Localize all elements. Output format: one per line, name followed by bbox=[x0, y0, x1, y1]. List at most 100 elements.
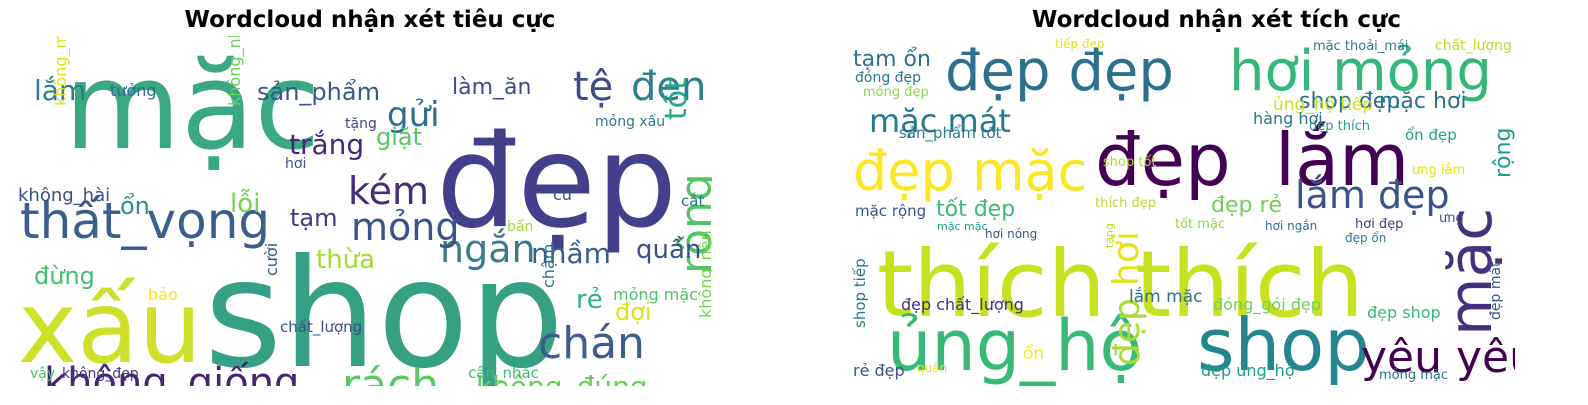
word-dep-re: đẹp rẻ bbox=[1211, 193, 1282, 218]
chart-title-negative: Wordcloud nhận xét tiêu cực bbox=[184, 7, 556, 33]
word-xau: xấu bbox=[18, 269, 202, 386]
chart-title-positive: Wordcloud nhận xét tích cực bbox=[1032, 7, 1401, 33]
word-chat-luong: chất_lượng bbox=[280, 318, 362, 337]
word-cat: cắt bbox=[681, 192, 704, 210]
word-te: tệ bbox=[573, 64, 613, 110]
word-tang: tặng bbox=[1103, 223, 1116, 248]
word-quan: quần bbox=[917, 361, 947, 375]
word-loi: lỗi bbox=[230, 188, 260, 219]
word-tuong: tưởng bbox=[110, 81, 157, 100]
word-den: đen bbox=[631, 64, 706, 110]
word-shop-dep: shop đẹp bbox=[1299, 89, 1400, 114]
word-mac-mac: mặc mặc bbox=[937, 220, 988, 233]
word-khong-dep: không_đẹp bbox=[62, 366, 139, 382]
word-ung-lam: ưng lắm bbox=[1412, 163, 1465, 178]
word-thich-dep: thích đẹp bbox=[1095, 196, 1156, 211]
word-nham: nhầm bbox=[531, 237, 611, 270]
word-on: ổn bbox=[1023, 343, 1044, 364]
word-mac-thoai-mai: mặc thoải_mái bbox=[1313, 39, 1409, 54]
word-mong-xau: mỏng xấu bbox=[595, 114, 665, 130]
word-mong-dep: mỏng đẹp bbox=[863, 85, 929, 100]
word-khong-hai: không_hài bbox=[18, 185, 110, 206]
word-lam-dep: lắm đẹp bbox=[1295, 173, 1450, 217]
word-rong: rộng bbox=[671, 173, 712, 274]
word-shop: shop bbox=[204, 228, 564, 386]
word-lam: lắm bbox=[34, 74, 86, 107]
word-khong-giong: không_giống bbox=[44, 360, 299, 386]
word-mong: mỏng bbox=[351, 205, 459, 249]
word-re: rẻ bbox=[576, 285, 603, 315]
word-kem: kém bbox=[348, 169, 429, 213]
word-mong-mac: mỏng mặc bbox=[613, 285, 698, 304]
word-ung: ưng bbox=[1439, 211, 1464, 226]
word-khong-dung: không_đúng bbox=[476, 370, 648, 386]
word-hoi: hơi bbox=[285, 156, 306, 172]
word-on: ổn bbox=[120, 192, 150, 220]
word-san-pham: sản_phẩm bbox=[257, 78, 380, 106]
wordcloud-positive-panel: Wordcloud nhận xét tích cực đẹp đẹp hơi m… bbox=[845, 0, 1588, 405]
word-dong-goi-dep: đóng_gói đẹp bbox=[1213, 295, 1321, 315]
word-dep-chat-luong: đẹp chất_lượng bbox=[901, 295, 1024, 315]
word-tot: tốt bbox=[659, 78, 694, 120]
word-mac-rong: mặc rộng bbox=[855, 202, 926, 220]
word-dep-ung-ho: đẹp ủng_hộ bbox=[1201, 361, 1295, 381]
word-hang-hoi: hàng hơi bbox=[1253, 109, 1323, 128]
word-mac: mặc bbox=[64, 38, 320, 177]
word-shop-tot: shop tốt bbox=[1103, 155, 1157, 170]
word-trang: trắng bbox=[289, 128, 364, 161]
word-lam-an: làm_ăn bbox=[452, 75, 531, 100]
word-thua: thừa bbox=[316, 245, 375, 275]
word-mac-mat: mặc mát bbox=[869, 102, 1011, 140]
word-lam-mac: lắm mặc bbox=[1129, 286, 1202, 307]
word-tang: tặng bbox=[345, 116, 377, 132]
word-hoi: hơi bbox=[1106, 231, 1147, 286]
word-dep: đẹp bbox=[1107, 298, 1148, 366]
word-ung-ho-tiep: ủng_hộ tiếp bbox=[1273, 94, 1373, 115]
word-doi: đợi bbox=[615, 298, 652, 326]
word-cham: chậm bbox=[539, 244, 558, 288]
word-lam: lắm bbox=[1275, 118, 1409, 202]
word-dep-on: đẹp ổn bbox=[1345, 231, 1386, 245]
word-dep-shop: đẹp shop bbox=[1367, 303, 1441, 322]
word-san-pham-tot: sản_phẩm tốt bbox=[899, 124, 1002, 143]
word-ban: bẩn bbox=[507, 218, 533, 235]
wordcloud-positive: đẹp đẹp hơi mỏng đẹp lắm đẹp mặc thích thích ủ… bbox=[851, 36, 1515, 386]
word-rong: rộng bbox=[1491, 128, 1515, 178]
word-tiep-dep: tiếp đẹp bbox=[1055, 37, 1104, 51]
word-can-nhac: cân_nhắc bbox=[468, 364, 539, 383]
word-tam-on: tạm ổn bbox=[853, 47, 931, 72]
word-ung-ho: ủng_hộ bbox=[887, 305, 1142, 386]
word-cu: cũ bbox=[553, 185, 572, 204]
word-dep: đẹp bbox=[1095, 118, 1231, 202]
word-chat-luong-tot: chất_lượng tốt bbox=[1435, 37, 1515, 54]
word-hoi-mong: hơi mỏng bbox=[1229, 39, 1492, 104]
word-shop-tiep: shop tiếp bbox=[851, 258, 869, 328]
word-khong-nhu: không_như bbox=[225, 36, 245, 106]
word-hoi-nong: hơi nóng bbox=[985, 227, 1037, 241]
word-dep-dep: đẹp đẹp bbox=[945, 39, 1174, 104]
word-gui: gửi bbox=[387, 95, 440, 135]
word-vay: vậy bbox=[30, 366, 55, 382]
word-mac: mặc bbox=[1436, 208, 1506, 336]
word-bao: bảo bbox=[148, 285, 178, 304]
word-hoi-ngan: hơi ngắn bbox=[1265, 219, 1317, 233]
word-shop: shop bbox=[1197, 303, 1370, 386]
word-tot-mac: tốt mặc bbox=[1175, 217, 1225, 232]
word-dung: đừng bbox=[34, 262, 95, 290]
word-tam: tạm bbox=[290, 204, 338, 232]
word-dep-mac: đẹp mặc bbox=[853, 140, 1087, 203]
word-mong-mac: mỏng mặc bbox=[1379, 368, 1448, 383]
word-re-dep: rẻ đẹp bbox=[853, 361, 905, 380]
word-on-dep: ổn đẹp bbox=[1405, 126, 1457, 144]
word-mac-hoi: mặc hơi bbox=[1379, 89, 1467, 114]
word-yeu-yeu: yêu yêu bbox=[1361, 332, 1515, 383]
word-dep-mat: đẹp mát bbox=[1488, 261, 1504, 320]
word-dong-dep: đóng đẹp bbox=[855, 70, 921, 86]
word-thich-thich: thích thích bbox=[877, 231, 1364, 338]
word-quan: quần bbox=[636, 235, 701, 265]
word-ngan: ngắn bbox=[440, 227, 536, 271]
word-hoi-dep: hơi đẹp bbox=[1355, 217, 1403, 232]
word-cuoi: cười bbox=[262, 243, 281, 276]
